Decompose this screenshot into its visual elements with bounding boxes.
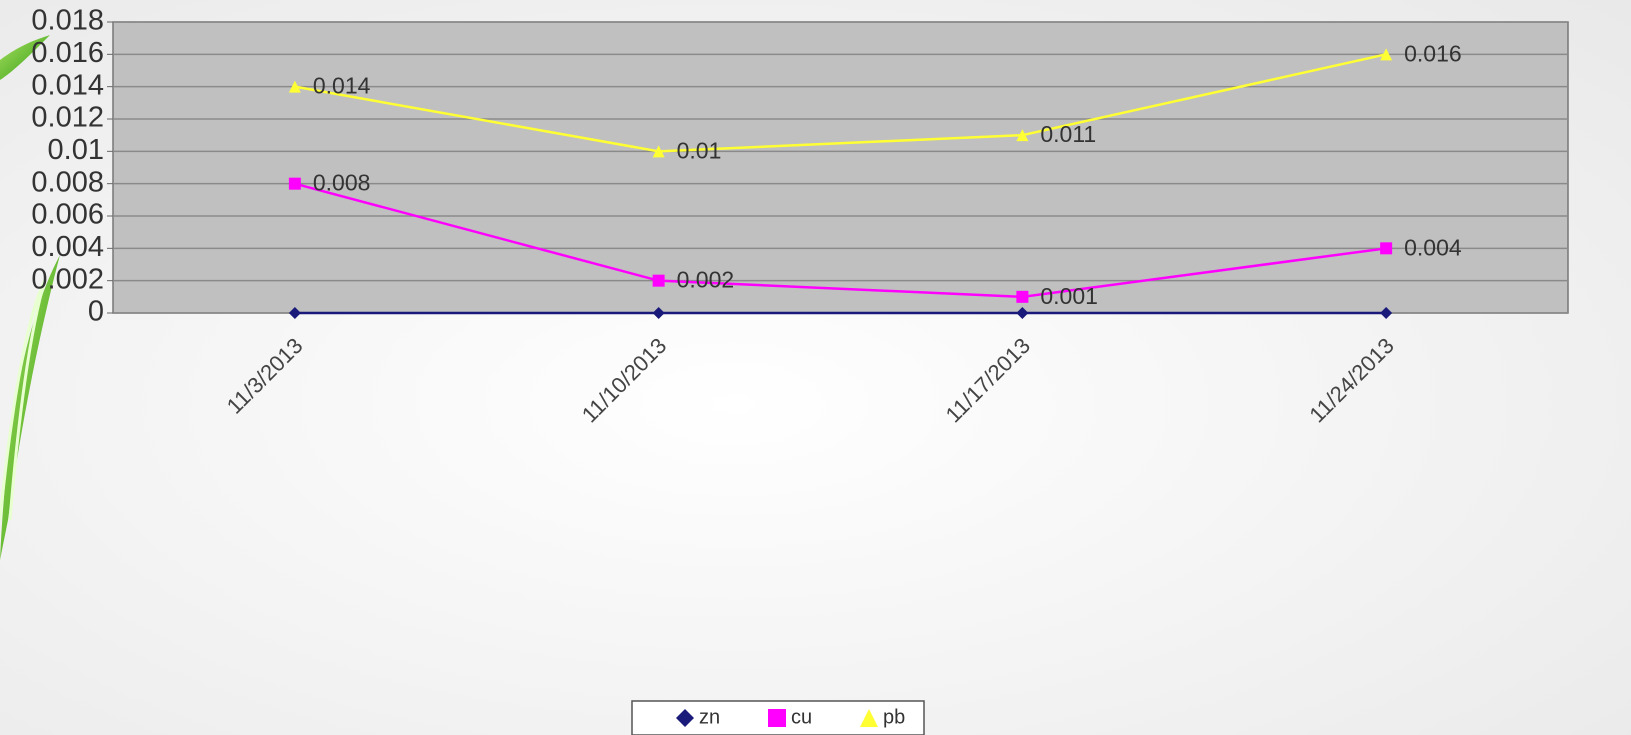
data-label: 0.008 xyxy=(313,170,371,196)
data-label: 0.011 xyxy=(1040,121,1096,147)
y-tick-label: 0.002 xyxy=(31,263,104,295)
legend-label: zn xyxy=(699,706,720,728)
chart: 0.0080.0020.0010.0040.0140.010.0110.016 … xyxy=(0,0,1631,735)
marker xyxy=(768,709,786,727)
y-tick-label: 0.018 xyxy=(31,5,104,37)
y-tick-label: 0.008 xyxy=(31,166,104,198)
y-tick-label: 0.006 xyxy=(31,199,104,231)
data-label: 0.014 xyxy=(313,73,371,99)
data-label: 0.001 xyxy=(1040,283,1098,309)
page: {"chart_data": {"type": "line", "categor… xyxy=(0,0,1631,735)
plot-area xyxy=(113,22,1568,313)
marker xyxy=(289,178,301,190)
y-tick-label: 0.014 xyxy=(31,69,104,101)
marker xyxy=(1380,242,1392,254)
data-label: 0.01 xyxy=(677,137,722,163)
data-label: 0.016 xyxy=(1404,40,1462,66)
y-tick-label: 0.01 xyxy=(48,134,104,166)
y-tick-label: 0.012 xyxy=(31,102,104,134)
legend-label: pb xyxy=(883,706,905,728)
legend-label: cu xyxy=(791,706,812,728)
data-label: 0.004 xyxy=(1404,234,1462,260)
data-label: 0.002 xyxy=(677,267,735,293)
marker xyxy=(653,275,665,287)
y-tick-label: 0.004 xyxy=(31,231,104,263)
y-tick-label: 0 xyxy=(88,296,104,328)
y-tick-label: 0.016 xyxy=(31,37,104,69)
marker xyxy=(1016,291,1028,303)
